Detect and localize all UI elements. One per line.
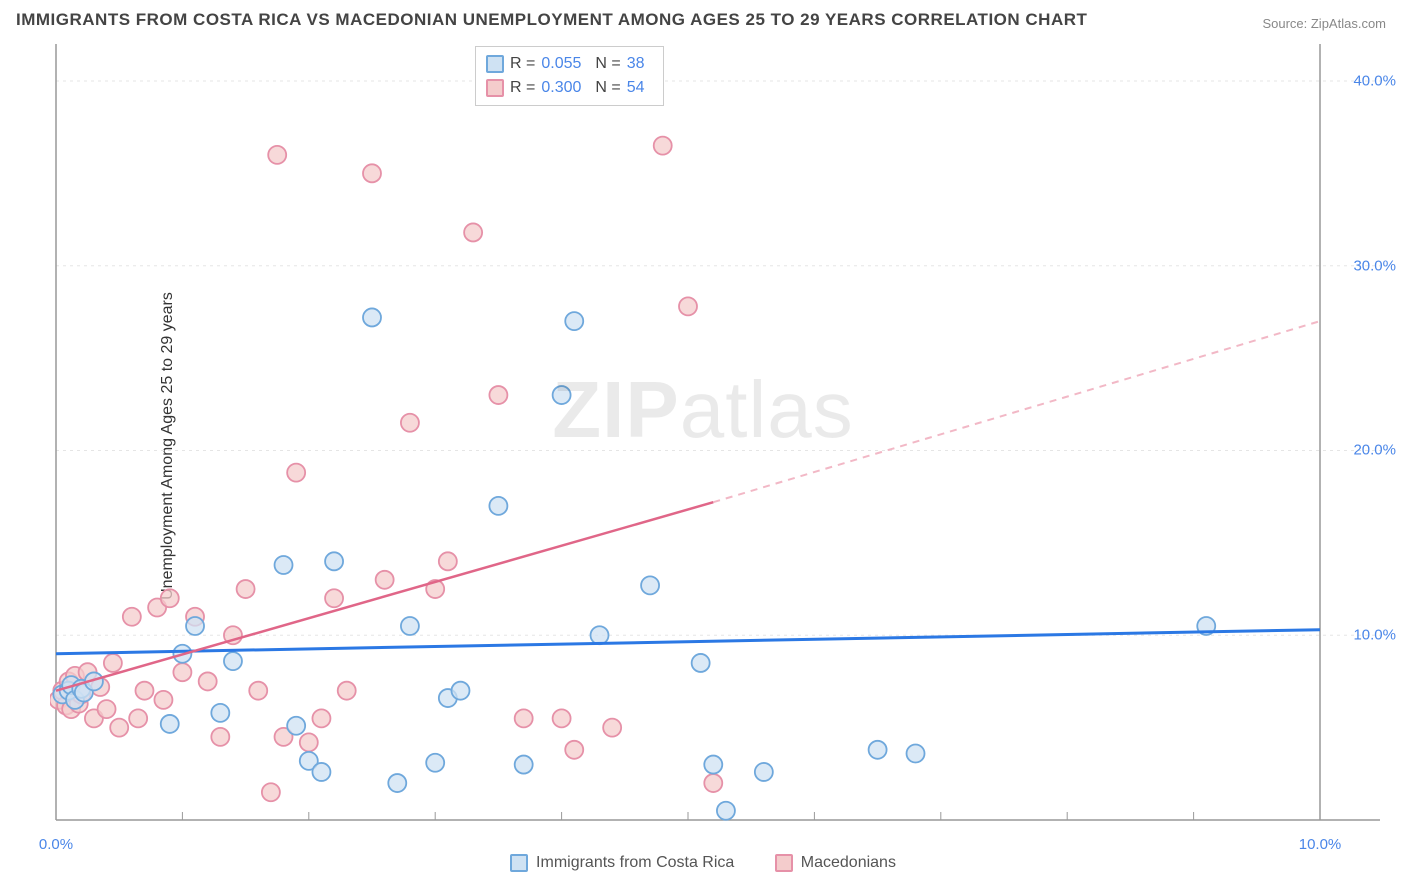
legend-n-label: N =: [595, 52, 620, 76]
x-tick-label: 0.0%: [39, 836, 73, 853]
legend-n-value: 54: [627, 76, 645, 100]
y-tick-label: 10.0%: [1353, 627, 1396, 644]
source-attribution: Source: ZipAtlas.com: [1262, 16, 1386, 31]
legend-n-label: N =: [595, 76, 620, 100]
legend-swatch-icon: [486, 55, 504, 73]
y-tick-label: 30.0%: [1353, 257, 1396, 274]
legend-r-label: R =: [510, 52, 535, 76]
legend-r-value: 0.300: [541, 76, 581, 100]
chart-title: IMMIGRANTS FROM COSTA RICA VS MACEDONIAN…: [16, 10, 1087, 30]
legend-n-value: 38: [627, 52, 645, 76]
legend-swatch-icon: [486, 79, 504, 97]
y-axis-labels: 10.0% 20.0% 30.0% 40.0%: [1336, 44, 1396, 830]
x-axis-labels: 0.0%10.0%: [50, 836, 1386, 860]
x-tick-label: 10.0%: [1299, 836, 1342, 853]
scatter-plot: [50, 44, 1386, 830]
legend-row-costa-rica: R = 0.055 N = 38: [486, 52, 653, 76]
correlation-legend: R = 0.055 N = 38 R = 0.300 N = 54: [475, 46, 664, 106]
y-tick-label: 20.0%: [1353, 442, 1396, 459]
plot-svg: [50, 44, 1386, 830]
legend-r-label: R =: [510, 76, 535, 100]
legend-r-value: 0.055: [541, 52, 581, 76]
legend-row-macedonians: R = 0.300 N = 54: [486, 76, 653, 100]
y-tick-label: 40.0%: [1353, 72, 1396, 89]
